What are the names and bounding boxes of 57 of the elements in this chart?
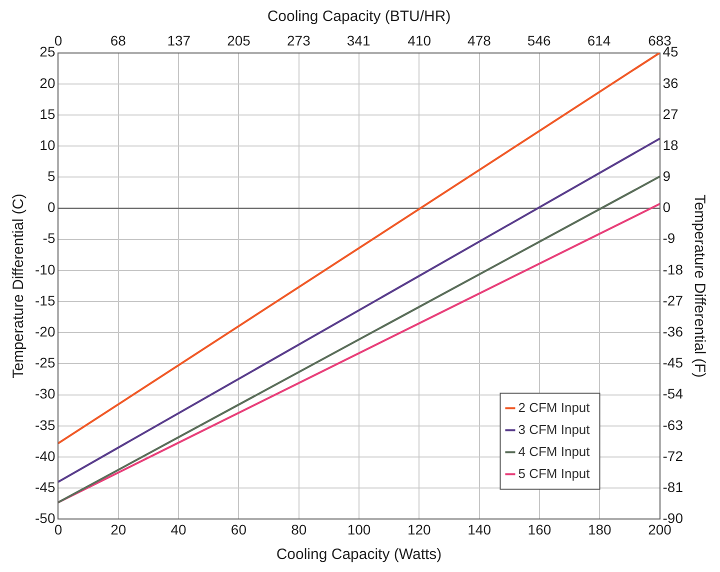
x-tick-label: 140 xyxy=(468,521,492,538)
y-tick-label: 10 xyxy=(40,136,56,153)
x2-tick-label: 68 xyxy=(110,32,126,48)
x-tick-label: 160 xyxy=(528,521,552,538)
y-tick-label: -40 xyxy=(35,448,56,464)
y-tick-label: 20 xyxy=(40,74,56,91)
x-tick-label: 100 xyxy=(347,521,371,538)
y-tick-label: 0 xyxy=(47,199,56,216)
y2-tick-label: -54 xyxy=(662,386,684,402)
y2-tick-label: 36 xyxy=(662,74,679,91)
y-tick-label: 25 xyxy=(40,44,56,60)
x2-tick-label: 614 xyxy=(587,32,611,48)
y2-tick-label: -9 xyxy=(662,230,676,246)
legend-label: 3 CFM Input xyxy=(518,422,590,437)
y-tick-label: 5 xyxy=(47,168,56,184)
y-axis-title: Temperature Differential (C) xyxy=(10,194,28,378)
y2-tick-label: -63 xyxy=(662,416,684,433)
x2-tick-label: 273 xyxy=(286,32,311,48)
y-tick-label: -30 xyxy=(35,386,56,402)
y2-tick-label: -36 xyxy=(662,324,684,340)
y-tick-label: -20 xyxy=(35,324,56,340)
y2-tick-label: 9 xyxy=(662,168,671,184)
y2-tick-label: 18 xyxy=(662,136,679,153)
y2-tick-label: -27 xyxy=(662,292,684,308)
y-tick-label: -25 xyxy=(35,354,56,371)
x2-tick-label: 683 xyxy=(648,32,672,48)
y2-axis-title: Temperature Differential (F) xyxy=(690,194,708,378)
y-tick-label: -10 xyxy=(35,261,56,278)
legend-label: 2 CFM Input xyxy=(518,400,590,415)
x-tick-label: 180 xyxy=(588,521,612,538)
y-tick-label: -15 xyxy=(35,292,56,308)
x2-tick-label: 137 xyxy=(167,32,191,48)
x-axis-title: Cooling Capacity (Watts) xyxy=(276,546,442,564)
y-tick-label: -5 xyxy=(42,230,56,246)
x-tick-label: 120 xyxy=(407,521,432,538)
x2-tick-label: 546 xyxy=(527,32,551,48)
x2-tick-label: 410 xyxy=(408,32,432,48)
y-tick-label: -45 xyxy=(35,478,56,495)
x2-axis-title: Cooling Capacity (BTU/HR) xyxy=(267,8,451,26)
x2-tick-label: 205 xyxy=(227,32,251,48)
y-tick-label: -35 xyxy=(35,416,56,433)
x-tick-label: 20 xyxy=(110,521,126,538)
y2-tick-label: -45 xyxy=(662,354,684,371)
x-tick-label: 40 xyxy=(170,521,187,538)
y2-tick-label: -18 xyxy=(662,261,684,278)
x2-tick-label: 478 xyxy=(468,32,492,48)
y-tick-label: 15 xyxy=(40,106,56,122)
y-tick-label: -50 xyxy=(35,510,56,526)
x2-tick-label: 341 xyxy=(346,32,370,48)
y2-tick-label: 0 xyxy=(662,199,671,216)
y2-tick-label: -81 xyxy=(662,478,684,495)
x-tick-label: 60 xyxy=(230,521,247,538)
legend-label: 5 CFM Input xyxy=(518,466,590,481)
x-tick-label: 80 xyxy=(291,521,307,538)
y2-tick-label: 27 xyxy=(662,106,679,122)
y2-tick-label: -72 xyxy=(662,448,684,464)
legend-label: 4 CFM Input xyxy=(518,444,590,459)
